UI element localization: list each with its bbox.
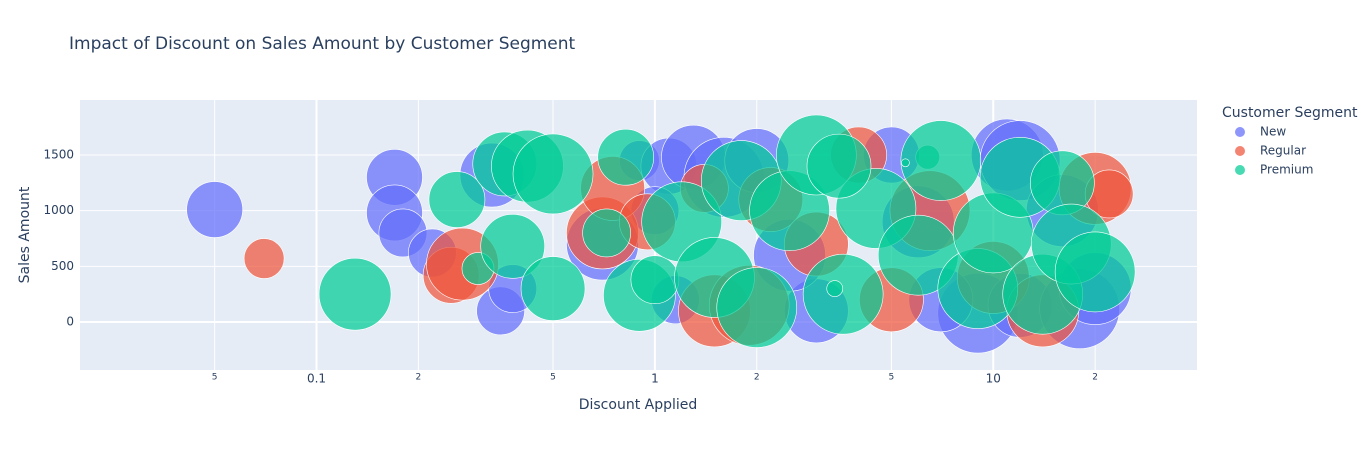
bubble [900,120,982,201]
bubble [480,214,546,279]
bubble [520,256,586,321]
legend: Customer Segment New Regular Premium [1222,105,1358,177]
x-tick-label: 2 [1092,373,1098,383]
bubbles [186,114,1136,354]
bubble [716,267,798,348]
chart-title: Impact of Discount on Sales Amount by Cu… [69,34,576,54]
legend-title: Customer Segment [1222,105,1358,121]
bubble [186,181,243,238]
legend-marker [1235,146,1245,156]
bubble [597,128,655,186]
x-tick-label: 1 [651,372,659,386]
bubble [428,171,486,228]
x-tick-label: 2 [416,373,422,383]
legend-label: Regular [1260,144,1306,158]
legend-marker [1235,165,1245,175]
bubble [243,238,285,279]
x-axis-title: Discount Applied [579,397,698,413]
x-tick-label: 2 [754,373,760,383]
x-tick-label: 10 [986,372,1001,386]
bubble [582,208,631,258]
bubble [630,255,680,305]
x-tick-label: 5 [212,373,218,383]
y-tick-label: 1000 [43,203,74,217]
bubble [826,280,844,297]
bubble [1054,231,1136,313]
legend-label: Premium [1260,163,1313,177]
legend-marker [1235,127,1245,137]
x-tick-label: 0.1 [307,372,326,386]
bubble [901,158,910,168]
y-tick-label: 0 [66,315,74,329]
y-axis-title: Sales Amount [17,186,33,283]
bubble [806,133,872,199]
x-tick-label: 5 [889,373,895,383]
x-tick-label: 5 [550,373,556,383]
bubble [512,133,594,215]
legend-label: New [1260,125,1286,139]
y-tick-label: 500 [51,259,74,273]
y-tick-label: 1500 [43,148,74,162]
bubble [802,253,884,335]
bubble [318,257,392,331]
